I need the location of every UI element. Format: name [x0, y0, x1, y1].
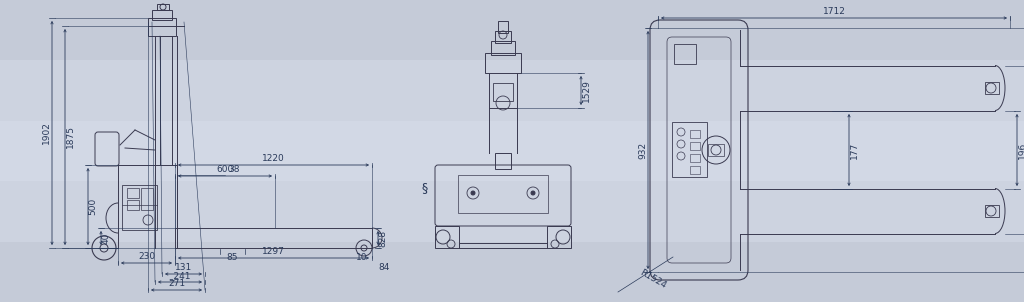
Bar — [0, 181, 1024, 242]
Bar — [152, 10, 172, 20]
Text: 1712: 1712 — [822, 7, 846, 16]
Bar — [708, 144, 724, 156]
Bar — [498, 21, 508, 33]
Bar — [122, 185, 157, 230]
Bar — [493, 83, 513, 101]
Text: 84: 84 — [378, 263, 389, 272]
Text: 500: 500 — [88, 198, 97, 215]
Bar — [141, 188, 153, 210]
Bar — [485, 53, 521, 73]
Text: 932: 932 — [639, 141, 647, 159]
Text: 177: 177 — [850, 141, 858, 159]
Text: 85: 85 — [226, 253, 238, 262]
Bar — [547, 226, 571, 248]
Bar — [495, 153, 511, 169]
Circle shape — [471, 191, 475, 195]
Bar — [672, 122, 707, 177]
Bar — [690, 166, 700, 174]
Bar — [127, 188, 139, 198]
Bar — [157, 4, 169, 10]
Text: 1529: 1529 — [582, 79, 591, 102]
Bar — [985, 205, 999, 217]
Text: 1875: 1875 — [66, 126, 75, 149]
Bar — [0, 60, 1024, 121]
Text: _241: _241 — [169, 271, 190, 280]
Text: 196: 196 — [1018, 141, 1024, 159]
Bar — [435, 226, 459, 248]
Bar — [148, 18, 176, 36]
Text: 1297: 1297 — [262, 247, 285, 256]
Text: 1902: 1902 — [42, 122, 50, 144]
Bar — [690, 130, 700, 138]
Text: 38: 38 — [228, 165, 240, 174]
Bar — [674, 44, 696, 64]
Circle shape — [531, 191, 535, 195]
Text: 828: 828 — [379, 230, 387, 246]
Bar — [0, 121, 1024, 181]
Text: R1524: R1524 — [638, 268, 668, 290]
Bar — [458, 175, 548, 213]
Text: 1220: 1220 — [262, 154, 285, 163]
Bar — [985, 82, 999, 94]
Text: 600: 600 — [216, 165, 233, 174]
Bar — [690, 142, 700, 150]
Bar — [495, 31, 511, 43]
Text: 131: 131 — [175, 263, 193, 272]
Bar — [127, 200, 139, 210]
Bar — [0, 242, 1024, 302]
Text: 230: 230 — [138, 252, 155, 261]
Text: 10: 10 — [356, 253, 368, 262]
Text: §: § — [422, 182, 428, 194]
Text: 271: 271 — [168, 279, 185, 288]
Bar — [690, 154, 700, 162]
Bar — [0, 0, 1024, 60]
Text: 40: 40 — [101, 232, 111, 244]
Bar — [490, 41, 515, 55]
